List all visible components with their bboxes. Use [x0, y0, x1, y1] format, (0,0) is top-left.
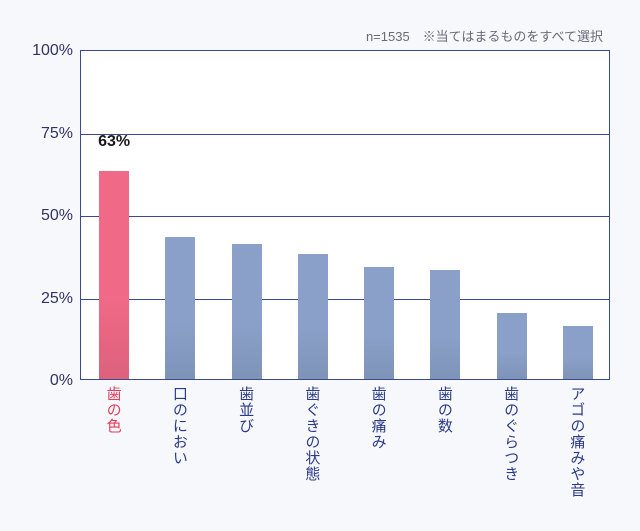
- x-tick-label: 歯のぐらつき: [500, 386, 521, 482]
- gridline: [81, 216, 609, 217]
- y-tick-label: 100%: [32, 42, 81, 60]
- x-tick-label: 歯の痛み: [368, 386, 389, 450]
- chart-page: n=1535 ※当てはまるものをすべて選択 0%25%50%75%100%63%…: [0, 0, 640, 531]
- x-tick-label: 歯の数: [434, 386, 455, 434]
- y-tick-label: 0%: [50, 372, 81, 390]
- y-tick-label: 25%: [41, 290, 81, 308]
- x-tick-label: 歯並び: [235, 386, 256, 434]
- bar: [99, 171, 129, 379]
- bar: [430, 270, 460, 379]
- bar: [232, 244, 262, 379]
- x-tick-label: 歯の色: [103, 386, 124, 434]
- x-tick-label: アゴの痛みや音: [566, 386, 587, 498]
- y-tick-label: 75%: [41, 125, 81, 143]
- bar: [497, 313, 527, 379]
- x-tick-label: 口のにおい: [169, 386, 190, 466]
- x-axis-labels: 歯の色 口のにおい 歯並び 歯ぐきの状態 歯の痛み 歯の数 歯のぐらつき アゴの痛みや音: [80, 386, 610, 526]
- bar: [298, 254, 328, 379]
- sample-annotation: n=1535 ※当てはまるものをすべて選択: [366, 26, 603, 45]
- gridline: [81, 134, 609, 135]
- x-tick-label: 歯ぐきの状態: [301, 386, 322, 482]
- bar-value-label: 63%: [98, 133, 130, 151]
- bar: [563, 326, 593, 379]
- gridline: [81, 299, 609, 300]
- plot-area: n=1535 ※当てはまるものをすべて選択 0%25%50%75%100%63%: [80, 50, 610, 380]
- y-tick-label: 50%: [41, 207, 81, 225]
- bar: [165, 237, 195, 379]
- bar: [364, 267, 394, 379]
- chart-frame: n=1535 ※当てはまるものをすべて選択 0%25%50%75%100%63%…: [0, 0, 640, 531]
